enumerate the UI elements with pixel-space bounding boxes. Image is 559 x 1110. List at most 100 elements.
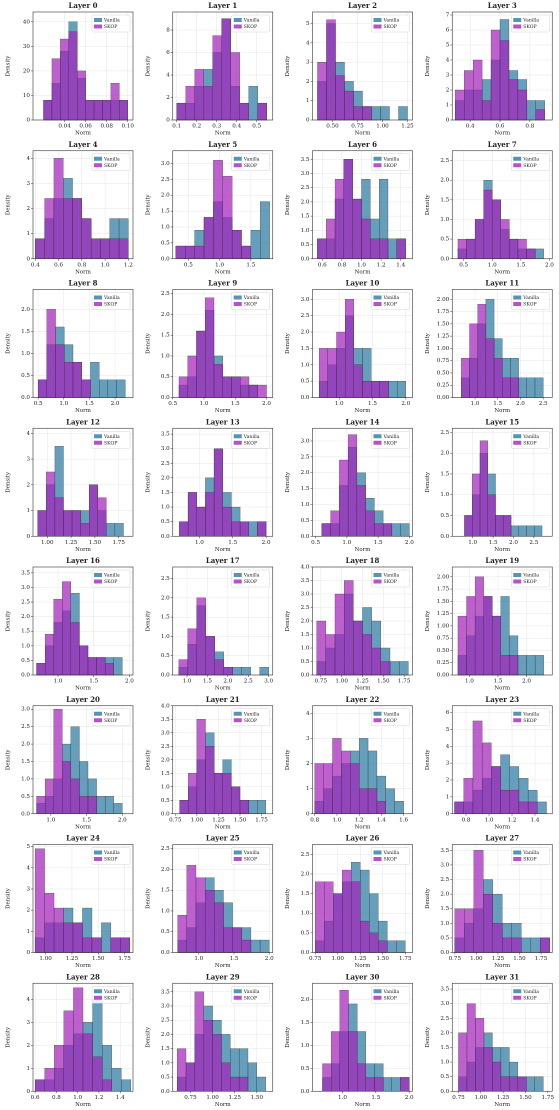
legend-label: SKOP [523,302,536,308]
legend-swatch [233,156,242,161]
axes-frame [32,11,134,121]
hist-bar [316,620,326,676]
hist-bar [34,848,45,953]
x-axis-label: Norm [494,686,510,692]
y-tick-label: 1.25 [437,334,450,340]
hist-bar [63,1010,74,1092]
x-tick-label: 1.50 [251,1095,264,1101]
y-tick-label: 3 [306,736,310,742]
hist-bar [388,380,398,398]
y-tick-label: 2.0 [301,330,310,336]
y-tick-label: 1.0 [440,217,449,223]
y-tick-label: 0.5 [21,658,30,664]
hist-bar [314,763,324,814]
hist-bar [205,636,215,676]
hist-bar [121,1079,132,1092]
hist-bar [339,459,349,537]
hist-bar [481,742,492,814]
axes-frame [32,982,134,1092]
y-tick-label: 3 [26,1020,30,1026]
y-tick-label: 6 [446,710,450,716]
hist-bar [85,100,95,121]
subplot-title: Layer 21 [206,695,240,704]
y-tick-label: 1.5 [161,1046,170,1052]
y-tick-label: 0 [446,811,450,817]
subplot-title: Layer 13 [206,417,240,426]
hist-bar [492,199,501,259]
hist-bar [35,238,45,259]
x-tick-label: 0.75 [184,1095,197,1101]
x-tick-label: 0.08 [100,124,113,130]
y-tick-label: 0.0 [301,395,310,401]
hist-bar [458,1032,468,1092]
hist-bar [71,510,81,537]
subplot-title: Layer 31 [485,972,519,981]
legend-label: SKOP [104,24,117,30]
hist-bar [72,922,83,953]
hist-bar [177,1048,187,1092]
x-tick-label: 1.25 [354,956,367,962]
y-tick-label: 1.00 [437,346,450,352]
hist-bar [203,1020,213,1092]
legend-label: Vanilla [383,573,400,579]
y-tick-label: 5 [446,727,450,733]
hist-bar [104,663,114,676]
hist-bar [213,364,223,398]
y-tick-label: 1.0 [161,353,170,359]
legend-swatch [94,440,102,445]
hist-bar [483,596,493,676]
subplot-title: Layer 24 [66,834,100,843]
hist-bar [81,379,91,398]
hist-bar [102,100,112,121]
x-tick-label: 1.5 [231,401,240,407]
legend-label: Vanilla [522,18,539,24]
hist-bar [357,1063,366,1092]
x-tick-label: 1.0 [488,262,497,268]
hist-bar [334,593,345,676]
hist-bar [77,70,86,121]
x-tick-label: 1.0 [335,401,344,407]
y-tick-label: 1.0 [161,505,170,511]
subplot-title: Layer 14 [346,417,380,426]
legend-label: Vanilla [522,295,539,301]
hist-bar [222,506,232,537]
hist-bar [53,158,64,259]
y-tick-label: 2.0 [21,307,30,313]
hist-bar [353,106,363,121]
y-tick-label: 2.5 [301,852,310,858]
legend-swatch [373,434,382,439]
legend-label: Vanilla [103,295,120,301]
hist-bar [509,655,519,676]
y-tick-label: 4 [26,865,30,871]
y-tick-label: 2.5 [301,605,310,611]
y-tick-label: 2.0 [440,892,449,898]
hist-bar [79,645,89,676]
legend-label: Vanilla [243,573,260,579]
x-axis-label: Norm [215,408,231,414]
hist-bar [500,1076,510,1092]
hist-bar [326,19,336,121]
x-tick-label: 1.5 [228,540,237,546]
hist-bar [120,937,130,953]
legend-swatch [94,24,102,29]
y-tick-label: 0.0 [161,950,170,956]
x-axis-label: Norm [75,269,91,275]
x-axis-label: Norm [355,131,371,137]
hist-bar [350,763,360,814]
x-tick-label: 1.0 [73,1095,82,1101]
axes-frame [172,11,274,121]
y-tick-label: 2.5 [301,454,310,460]
subplot-title: Layer 30 [346,972,380,981]
hist-bar [336,331,346,398]
subplot-title: Layer 9 [208,279,237,288]
legend-label: Vanilla [103,711,120,717]
x-tick-label: 1.50 [519,1095,532,1101]
hist-bar [96,657,106,676]
y-tick-label: 1.0 [21,351,30,357]
y-tick-label: 0.0 [301,950,310,956]
hist-bar [464,70,474,121]
hist-bar [473,850,484,953]
y-tick-label: 1.5 [301,632,310,638]
y-tick-label: 1.25 [437,611,450,617]
hist-bar [483,893,493,953]
